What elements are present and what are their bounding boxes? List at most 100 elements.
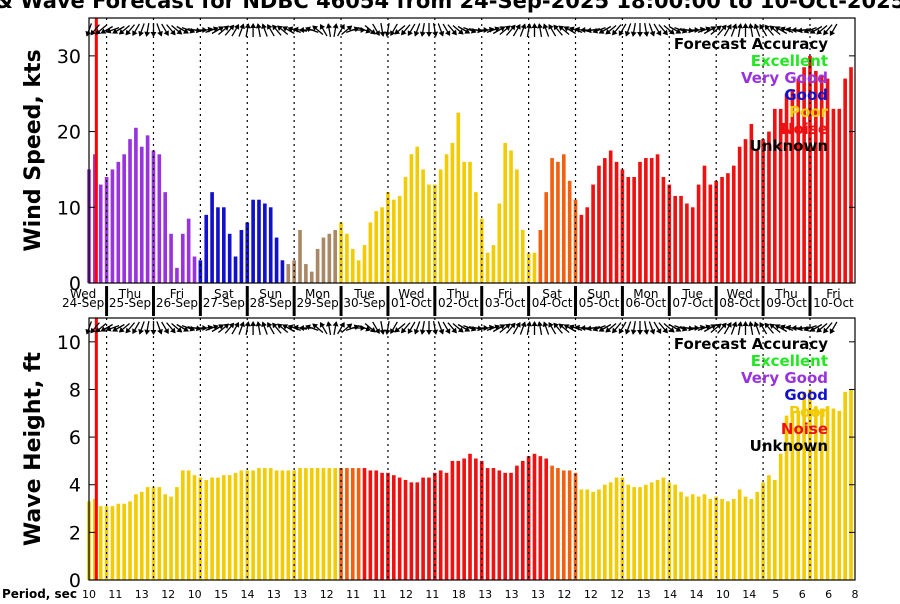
- direction-arrow: [668, 323, 682, 332]
- direction-arrow: [176, 323, 189, 332]
- arrow-head: [365, 325, 372, 332]
- arrow-head: [721, 322, 727, 329]
- bar-poor-early: [257, 468, 261, 580]
- arrow-head: [305, 26, 311, 33]
- arrow-head: [829, 30, 835, 37]
- direction-arrow: [463, 324, 477, 332]
- legend-heading: Forecast Accuracy: [674, 35, 828, 53]
- direction-arrow: [653, 321, 662, 335]
- direction-arrow: [277, 25, 289, 35]
- period-value: 14: [241, 588, 255, 600]
- direction-arrow: [364, 25, 376, 35]
- arrow-head: [293, 324, 299, 331]
- day-label: Thu: [446, 287, 470, 301]
- bar-poor-late: [644, 484, 648, 580]
- bar-poor: [362, 245, 367, 283]
- direction-arrow: [674, 324, 688, 332]
- bar-orange: [556, 161, 560, 283]
- arrow-head: [95, 28, 102, 35]
- arrow-head: [183, 28, 189, 34]
- bar-poor-early: [216, 477, 220, 580]
- arrow-head: [643, 31, 650, 37]
- day-label: Wed: [70, 287, 96, 301]
- period-value: 18: [452, 588, 466, 600]
- arrow-head: [426, 32, 432, 37]
- direction-arrow: [437, 321, 445, 335]
- direction-arrow: [224, 322, 235, 334]
- arrow-head: [542, 23, 549, 30]
- direction-arrow: [674, 26, 688, 34]
- period-value: 12: [610, 588, 624, 600]
- bar-poor-early: [110, 506, 115, 580]
- y-tick-label: 10: [57, 197, 81, 219]
- bar-poor-late: [819, 408, 824, 580]
- period-value: 12: [584, 588, 598, 600]
- arrow-head: [605, 28, 612, 35]
- chart-title: & Wave Forecast for NDBC 46054 from 24-S…: [0, 0, 900, 13]
- direction-arrow: [764, 322, 774, 334]
- bar-orange-b: [550, 465, 554, 580]
- direction-arrow: [357, 26, 372, 34]
- arrow-head: [390, 30, 396, 37]
- direction-arrow: [648, 321, 656, 335]
- arrow-head: [731, 321, 738, 328]
- period-value: 13: [505, 588, 519, 600]
- arrow-head: [239, 23, 245, 30]
- direction-arrow: [536, 23, 543, 38]
- direction-arrow: [419, 320, 426, 335]
- arrow-head: [457, 326, 464, 333]
- bar-orange-a: [345, 468, 349, 580]
- period-value: 10: [716, 588, 730, 600]
- direction-arrow: [112, 323, 125, 332]
- bar-noise: [767, 131, 771, 283]
- arrow-head: [668, 326, 675, 333]
- direction-arrow: [156, 23, 163, 37]
- arrow-head: [438, 328, 445, 335]
- arrow-head: [332, 321, 339, 327]
- arrow-head: [536, 321, 543, 327]
- bar-poor-early: [227, 475, 232, 580]
- bar-poor-early: [280, 470, 285, 580]
- arrow-head: [553, 24, 559, 31]
- bar-poor: [403, 177, 408, 283]
- direction-arrow: [769, 323, 781, 333]
- bar-orange-b: [567, 470, 572, 580]
- bar-poor-late: [843, 391, 847, 580]
- direction-arrow: [630, 22, 637, 37]
- direction-arrow: [312, 323, 324, 333]
- date-label: 30-Sep: [343, 296, 385, 310]
- arrow-head: [592, 325, 599, 332]
- bar-very-good: [186, 218, 191, 283]
- direction-arrow: [759, 321, 768, 335]
- direction-arrow: [426, 23, 432, 37]
- date-label: 05-Oct: [579, 296, 620, 310]
- arrow-head: [85, 30, 92, 37]
- direction-arrow: [568, 324, 583, 332]
- direction-arrow: [394, 25, 406, 35]
- bar-poor-early: [239, 470, 244, 580]
- direction-arrow: [563, 324, 577, 333]
- bar-poor-late: [661, 477, 666, 580]
- direction-arrow: [525, 23, 532, 38]
- direction-arrow: [736, 23, 743, 38]
- arrow-head: [312, 323, 318, 330]
- direction-arrow: [809, 25, 823, 34]
- arrow-head: [150, 330, 157, 335]
- arrow-head: [319, 321, 326, 328]
- direction-arrow: [341, 25, 353, 35]
- bar-noise: [685, 203, 689, 283]
- period-value: 5: [772, 588, 779, 600]
- arrow-head: [499, 324, 506, 330]
- bar-good: [233, 256, 238, 283]
- bar-poor-late: [626, 484, 631, 580]
- direction-arrow: [519, 321, 527, 335]
- arrow-head: [183, 326, 189, 332]
- bar-poor-early: [175, 487, 179, 580]
- arrow-head: [218, 324, 225, 330]
- arrow-head: [374, 30, 380, 37]
- direction-arrow: [407, 23, 416, 37]
- direction-arrow: [648, 23, 656, 37]
- arrow-head: [464, 326, 471, 332]
- direction-arrow: [703, 26, 717, 35]
- direction-arrow: [658, 24, 668, 36]
